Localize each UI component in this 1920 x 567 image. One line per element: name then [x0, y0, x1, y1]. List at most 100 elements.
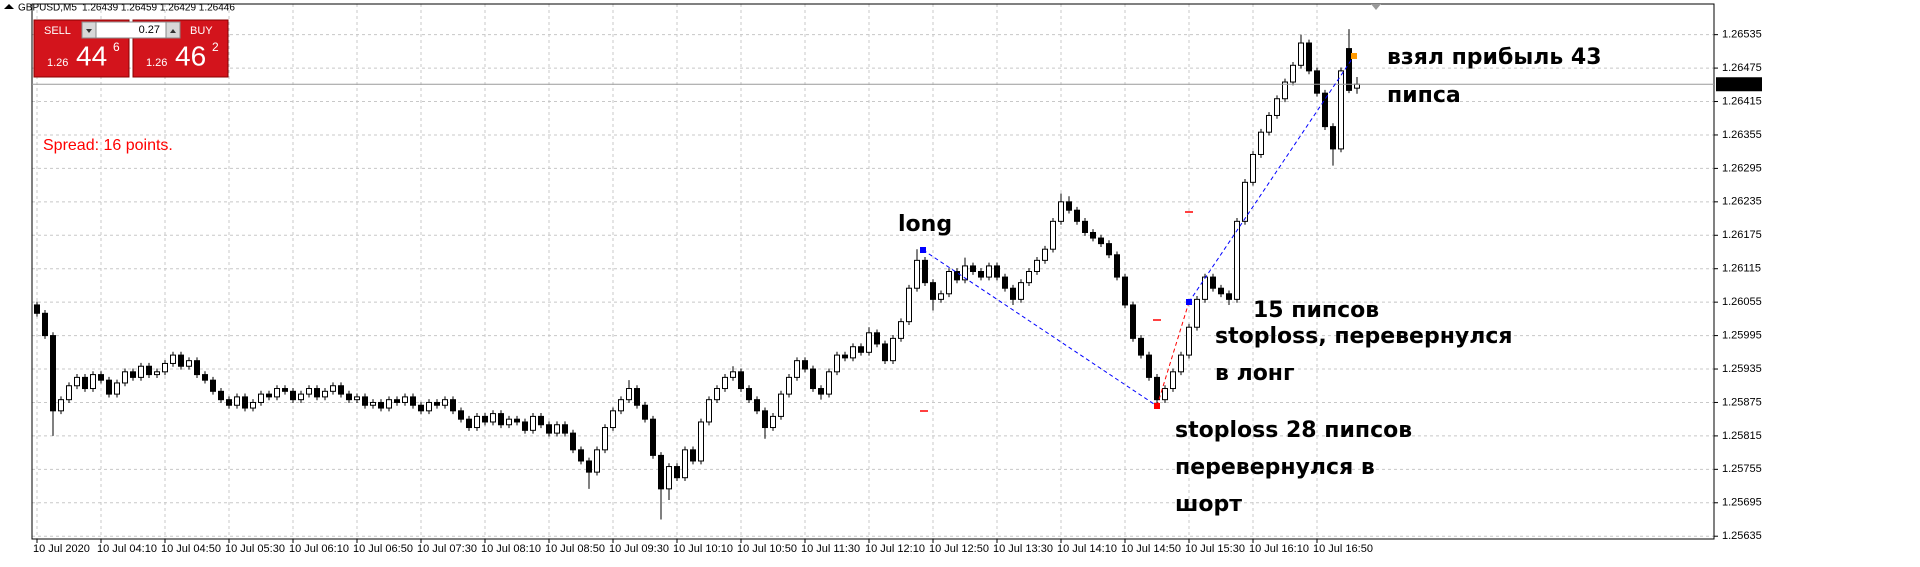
candle-body [442, 399, 448, 406]
y-tick-label: 1.25755 [1722, 463, 1762, 475]
candle-body [866, 332, 872, 353]
x-tick-label: 10 Jul 12:10 [865, 543, 925, 555]
candle-body [250, 401, 256, 409]
candle-body [978, 271, 984, 278]
candle-body [450, 399, 456, 412]
y-tick-label: 1.26415 [1722, 95, 1762, 107]
annotation: 15 пипсов [1253, 298, 1379, 323]
candle-body [298, 393, 304, 401]
candle-body [162, 362, 168, 373]
candle-body [434, 401, 440, 406]
candle-body [506, 418, 512, 426]
candle-body [482, 415, 488, 423]
plot-frame [31, 3, 1715, 540]
x-tick-label: 10 Jul 04:50 [161, 543, 221, 555]
candle-body [906, 287, 912, 323]
lot-up-icon [170, 29, 176, 33]
y-tick-label: 1.26115 [1722, 263, 1761, 275]
x-tick-label: 10 Jul 13:30 [993, 543, 1053, 555]
candle-body [122, 371, 128, 384]
candle-body [1098, 237, 1104, 245]
trade-marker [1186, 299, 1192, 305]
candle-body [578, 449, 584, 462]
header-values: 1.26439 1.26459 1.26429 1.26446 [82, 3, 235, 14]
candle-body [650, 418, 656, 456]
candle-body [1322, 92, 1328, 128]
y-tick-label: 1.26175 [1722, 229, 1762, 241]
x-tick-label: 10 Jul 08:10 [481, 543, 541, 555]
candle-body [1130, 304, 1136, 339]
candle-body [1314, 70, 1320, 94]
candle-body [778, 393, 784, 417]
candle-body [266, 393, 272, 398]
candle-body [530, 415, 536, 431]
chart-title: GBPUSD,M5 [18, 3, 77, 14]
buy-price-point: 2 [212, 40, 219, 54]
candle-body [962, 265, 968, 281]
candle-body [474, 415, 480, 429]
annotation: long [898, 212, 952, 237]
candle-body [842, 354, 848, 359]
candle-body [522, 421, 528, 431]
x-tick-label: 10 Jul 15:30 [1185, 543, 1245, 555]
candle-body [218, 390, 224, 401]
sell-label[interactable]: SELL [44, 25, 71, 37]
y-tick-label: 1.25815 [1722, 430, 1762, 442]
candle-body [786, 376, 792, 395]
candle-body [66, 385, 72, 401]
candle-body [202, 374, 208, 381]
x-tick-label: 10 Jul 10:10 [673, 543, 733, 555]
candle-body [1234, 220, 1240, 300]
candle-body [642, 404, 648, 420]
trade-marker [1351, 53, 1357, 59]
candle-body [730, 371, 736, 378]
buy-label[interactable]: BUY [190, 25, 213, 37]
x-tick-label: 10 Jul 06:50 [353, 543, 413, 555]
x-tick-label: 10 Jul 16:50 [1313, 543, 1373, 555]
y-tick-label: 1.25995 [1722, 329, 1762, 341]
annotation: в лонг [1215, 361, 1295, 386]
candle-body [1010, 287, 1016, 300]
candle-body [850, 346, 856, 359]
lot-value[interactable]: 0.27 [139, 24, 160, 36]
candle-body [1090, 231, 1096, 239]
candle-body [1298, 42, 1304, 66]
candle-body [346, 393, 352, 401]
candle-body [226, 399, 232, 406]
candle-body [554, 424, 560, 434]
current-price-box [1716, 77, 1762, 92]
candle-body [834, 354, 840, 373]
collapse-icon[interactable] [4, 4, 14, 9]
candle-body [938, 293, 944, 300]
candle-body [138, 365, 144, 378]
x-tick-label: 10 Jul 10:50 [737, 543, 797, 555]
candle-body [1114, 254, 1120, 278]
candle-body [458, 410, 464, 420]
candle-body [1290, 64, 1296, 83]
trade-panel: SELL BUY 0.27 1.26 44 6 1.26 46 2 [33, 19, 229, 78]
trade-lines [920, 53, 1357, 412]
candle-body [242, 396, 248, 409]
candle-body [146, 365, 152, 376]
candle-body [1338, 70, 1344, 150]
candle-body [818, 388, 824, 395]
annotation: взял прибыль 43 [1387, 45, 1602, 70]
candle-body [1266, 114, 1272, 133]
candle-body [106, 379, 112, 395]
candle-body [82, 376, 88, 390]
annotation: шорт [1175, 492, 1242, 517]
x-tick-label: 10 Jul 09:30 [609, 543, 669, 555]
buy-price-prefix: 1.26 [146, 57, 167, 69]
candle-body [426, 401, 432, 412]
y-tick-label: 1.26235 [1722, 196, 1762, 208]
candle-body [994, 265, 1000, 278]
annotation: пипса [1387, 83, 1461, 108]
sell-price-point: 6 [113, 40, 120, 54]
candle-body [882, 343, 888, 362]
candle-body [1346, 48, 1352, 91]
candle-body [1042, 248, 1048, 261]
candle-body [42, 312, 48, 337]
candle-body [1146, 354, 1152, 378]
